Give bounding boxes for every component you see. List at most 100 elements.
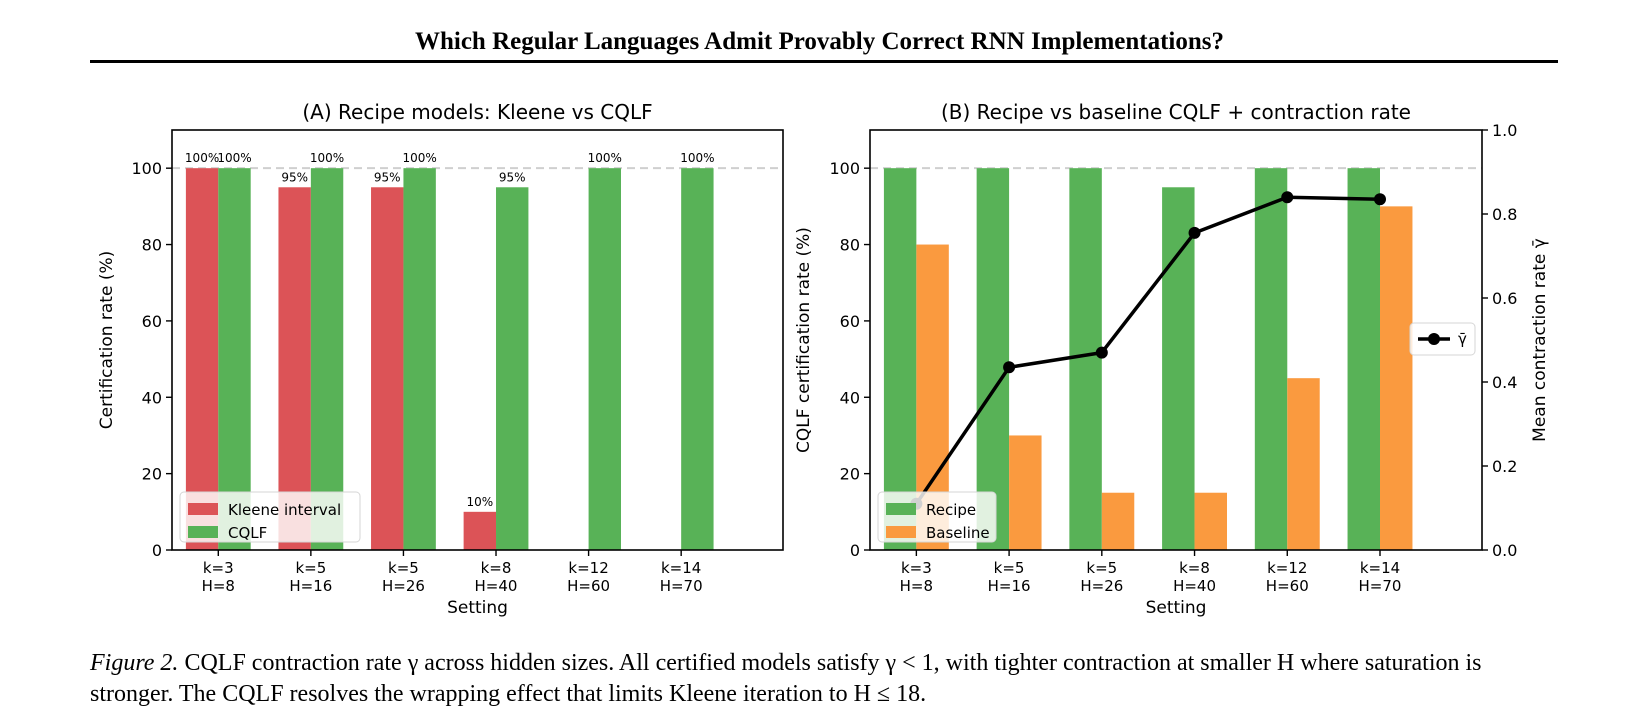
- x-tick-label: k=12: [568, 559, 608, 577]
- x-tick-label: H=60: [567, 577, 610, 595]
- y-tick-label: 100: [829, 159, 860, 178]
- line-legend-label: γ̄: [1458, 330, 1467, 348]
- y2-tick-label: 0.8: [1492, 205, 1517, 224]
- panel-a: (A) Recipe models: Kleene vs CQLF100%95%…: [97, 100, 784, 618]
- bar-recipe-3: [1069, 168, 1102, 550]
- bar-recipe-6: [1347, 168, 1380, 550]
- y2-tick-label: 0.4: [1492, 373, 1517, 392]
- legend-label: Kleene interval: [228, 501, 341, 519]
- legend: Recipe Baseline: [877, 491, 997, 543]
- y-tick-label: 0: [152, 541, 162, 560]
- y2-tick-label: 0.2: [1492, 457, 1517, 476]
- bar-recipe-5: [1254, 168, 1288, 550]
- legend: Kleene interval CQLF: [179, 491, 361, 543]
- bar-cqlf-5: [588, 168, 621, 550]
- page-title: Which Regular Languages Admit Provably C…: [414, 28, 1225, 55]
- data-label: 95%: [499, 170, 526, 184]
- legend-label: Baseline: [926, 524, 990, 542]
- figure-caption: Figure 2. CQLF contraction rate γ across…: [90, 648, 1560, 710]
- y-axis-label: Certification rate (%): [97, 251, 117, 430]
- x-tick-label: H=70: [660, 577, 703, 595]
- x-tick-label: k=14: [661, 559, 701, 577]
- x-tick-label: H=16: [988, 577, 1031, 595]
- x-tick-label: k=5: [994, 559, 1025, 577]
- axes-frame: [171, 129, 784, 551]
- page-header: Which Regular Languages Admit Provably C…: [0, 0, 1639, 63]
- x-tick-label: k=3: [203, 559, 234, 577]
- chart-title: (B) Recipe vs baseline CQLF + contractio…: [941, 100, 1411, 124]
- y-tick-label: 40: [142, 388, 162, 407]
- x-tick-label: k=5: [295, 559, 326, 577]
- y-tick-label: 80: [840, 236, 860, 255]
- y-tick-label: 0: [850, 541, 860, 560]
- data-label: 10%: [466, 495, 493, 509]
- y-tick-label: 100: [131, 159, 162, 178]
- legend-box: [179, 491, 361, 543]
- legend-swatch: [188, 526, 218, 538]
- y2-tick-label: 0.0: [1492, 541, 1517, 560]
- bar-baseline-4: [1194, 492, 1227, 550]
- gamma-point-4: [1188, 226, 1201, 239]
- x-tick-label: H=40: [1173, 577, 1216, 595]
- data-label: 100%: [310, 151, 344, 165]
- y-tick-label: 20: [840, 465, 860, 484]
- gamma-point-6: [1374, 193, 1386, 206]
- legend-label: CQLF: [228, 524, 267, 542]
- legend-swatch: [188, 503, 218, 515]
- x-tick-label: H=26: [382, 577, 425, 595]
- gamma-point-3: [1095, 346, 1108, 359]
- data-label: 95%: [374, 170, 401, 184]
- bar-cqlf-2: [310, 168, 344, 550]
- bar-baseline-6: [1380, 206, 1413, 550]
- data-label: 100%: [185, 151, 219, 165]
- y-tick-label: 80: [142, 236, 162, 255]
- x-tick-label: k=3: [901, 559, 932, 577]
- data-label: 95%: [281, 170, 308, 184]
- bar-baseline-5: [1287, 378, 1320, 550]
- y-tick-label: 40: [840, 388, 860, 407]
- bar-baseline-3: [1101, 492, 1135, 550]
- x-tick-label: k=5: [388, 559, 419, 577]
- x-tick-label: k=12: [1267, 559, 1307, 577]
- header-rule: [90, 60, 1558, 63]
- y-axis-label: CQLF certification rate (%): [794, 227, 814, 453]
- caption-text: CQLF contraction rate γ across hidden si…: [90, 650, 1482, 707]
- bar-recipe-2: [976, 168, 1010, 550]
- bar-kleene-interval-1: [185, 168, 219, 550]
- panel-b: (B) Recipe vs baseline CQLF + contractio…: [794, 100, 1550, 618]
- y2-axis-label: Mean contraction rate γ̄: [1530, 238, 1550, 442]
- x-tick-label: k=8: [1179, 559, 1210, 577]
- chart-title: (A) Recipe models: Kleene vs CQLF: [302, 100, 652, 124]
- x-axis-label: Setting: [1146, 598, 1207, 618]
- y-tick-label: 60: [840, 312, 860, 331]
- bar-cqlf-4: [496, 187, 529, 551]
- x-tick-label: H=40: [475, 577, 518, 595]
- data-label: 100%: [588, 151, 622, 165]
- x-tick-label: H=60: [1266, 577, 1309, 595]
- legend-label: Recipe: [926, 501, 976, 519]
- x-tick-label: k=5: [1086, 559, 1117, 577]
- y-tick-label: 20: [142, 465, 162, 484]
- x-tick-label: H=26: [1080, 577, 1123, 595]
- bar-cqlf-3: [403, 168, 436, 550]
- y2-tick-label: 0.6: [1492, 289, 1517, 308]
- data-label: 100%: [680, 151, 714, 165]
- bar-recipe-1: [883, 168, 917, 550]
- bar-recipe-4: [1162, 187, 1195, 551]
- bar-baseline-2: [1009, 435, 1042, 550]
- axes-frame: [869, 129, 1483, 551]
- bar-kleene-interval-4: [463, 511, 497, 550]
- x-tick-label: H=8: [202, 577, 235, 595]
- gamma-point-5: [1281, 191, 1294, 204]
- gamma-point-2: [1003, 361, 1016, 374]
- caption-label: Figure 2.: [90, 650, 179, 676]
- y-tick-label: 60: [142, 312, 162, 331]
- bar-cqlf-1: [218, 168, 251, 550]
- gamma-line: [914, 195, 1381, 505]
- y2-tick-label: 1.0: [1492, 121, 1517, 140]
- x-tick-label: H=8: [900, 577, 933, 595]
- data-label: 100%: [217, 151, 251, 165]
- line-legend-marker: [1428, 333, 1440, 345]
- bar-kleene-interval-3: [371, 187, 404, 551]
